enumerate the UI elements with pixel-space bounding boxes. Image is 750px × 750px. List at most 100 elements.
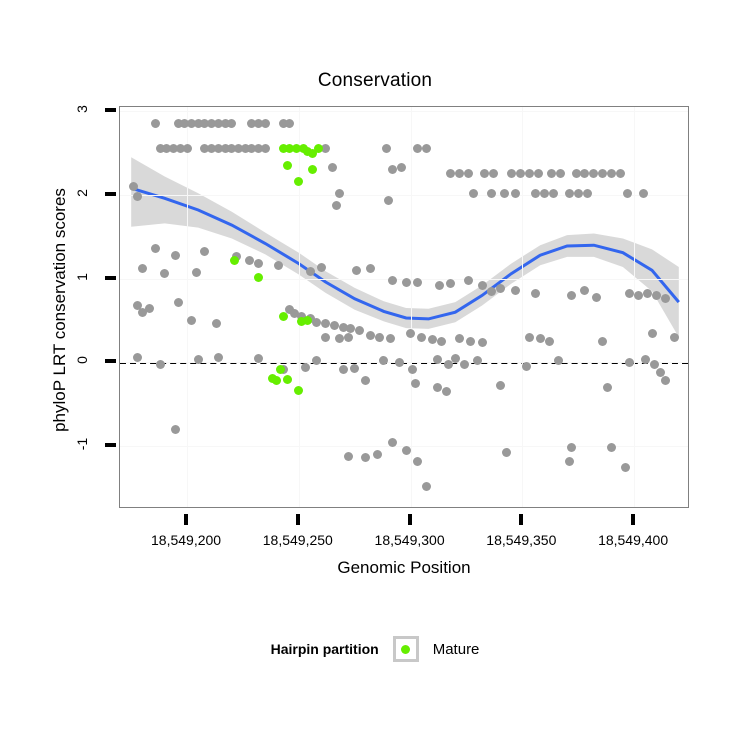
data-point-other <box>622 188 632 198</box>
gridline-horizontal <box>120 111 688 113</box>
data-point-other <box>607 443 617 453</box>
data-point-other <box>200 144 210 154</box>
legend: Hairpin partition Mature <box>0 636 750 662</box>
data-point-other <box>278 119 288 129</box>
data-point-other <box>502 448 512 458</box>
data-point-other <box>321 319 331 329</box>
data-point-other <box>450 353 460 363</box>
data-point-other <box>406 328 416 338</box>
data-point-mature <box>283 161 293 171</box>
data-point-other <box>213 352 223 362</box>
data-point-other <box>220 119 230 129</box>
data-point-other <box>388 438 398 448</box>
data-point-other <box>412 144 422 154</box>
data-point-other <box>339 365 349 375</box>
data-point-other <box>432 355 442 365</box>
data-point-other <box>394 357 404 367</box>
data-point-other <box>128 182 138 192</box>
data-point-other <box>260 119 270 129</box>
data-point-other <box>446 168 456 178</box>
data-point-other <box>247 144 257 154</box>
zero-reference-line <box>120 362 688 365</box>
data-point-other <box>401 278 411 288</box>
data-point-other <box>555 168 565 178</box>
x-tick-label: 18,549,200 <box>151 532 222 548</box>
data-point-other <box>479 168 489 178</box>
data-point-other <box>361 376 371 386</box>
data-point-other <box>220 144 230 154</box>
data-point-other <box>200 247 210 257</box>
data-point-other <box>339 322 349 332</box>
y-axis-title: phyloP LRT conservation scores <box>50 188 69 432</box>
data-point-mature <box>229 255 239 265</box>
gridline-vertical <box>298 107 300 507</box>
gridline-vertical <box>634 107 636 507</box>
data-point-other <box>669 332 679 342</box>
data-point-other <box>187 316 197 326</box>
data-point-other <box>350 363 360 373</box>
gridline-horizontal <box>120 362 688 364</box>
y-tick <box>105 359 116 364</box>
data-point-other <box>515 168 525 178</box>
gridline-horizontal <box>120 194 688 196</box>
data-point-other <box>567 290 577 300</box>
data-point-other <box>144 304 154 314</box>
gridline-vertical <box>522 107 524 507</box>
data-point-other <box>173 119 183 129</box>
x-tick-label: 18,549,350 <box>486 532 557 548</box>
data-point-other <box>254 119 264 129</box>
data-point-other <box>187 119 197 129</box>
data-point-other <box>285 119 295 129</box>
data-point-other <box>544 337 554 346</box>
data-point-other <box>412 277 422 287</box>
x-axis-title: Genomic Position <box>337 558 471 577</box>
data-point-other <box>495 381 505 391</box>
plot-area <box>120 107 688 507</box>
data-point-other <box>137 264 147 274</box>
data-point-other <box>332 201 342 211</box>
data-point-other <box>477 337 487 347</box>
legend-title: Hairpin partition <box>270 641 379 657</box>
data-point-other <box>401 445 411 455</box>
data-point-other <box>289 309 299 319</box>
data-point-other <box>546 168 556 178</box>
plot-panel <box>119 106 689 508</box>
data-point-other <box>522 362 532 372</box>
data-point-other <box>540 188 550 198</box>
data-point-other <box>477 280 487 290</box>
data-point-other <box>468 188 478 198</box>
data-point-other <box>191 268 201 278</box>
data-point-other <box>383 196 393 206</box>
data-point-mature <box>278 144 288 154</box>
data-point-other <box>435 280 445 290</box>
data-point-mature <box>278 311 288 321</box>
data-point-other <box>444 359 454 369</box>
data-point-other <box>651 290 661 300</box>
data-point-other <box>459 360 469 370</box>
data-point-other <box>660 294 670 304</box>
data-point-other <box>421 144 431 154</box>
data-point-other <box>173 298 183 308</box>
data-point-other <box>564 456 574 466</box>
data-point-other <box>417 332 427 342</box>
data-point-mature <box>294 177 304 187</box>
data-point-other <box>634 290 644 300</box>
data-point-other <box>625 289 635 299</box>
data-point-other <box>171 250 181 260</box>
data-point-other <box>647 329 657 339</box>
data-point-mature <box>307 165 317 175</box>
data-point-other <box>137 307 147 317</box>
legend-key-mature[interactable] <box>392 636 419 662</box>
x-tick-label: 18,549,250 <box>262 532 333 548</box>
smooth-trend-line <box>130 186 680 321</box>
data-point-other <box>607 168 617 178</box>
data-point-other <box>410 378 420 388</box>
data-point-other <box>437 337 447 346</box>
data-point-other <box>254 259 264 269</box>
data-point-other <box>553 356 563 366</box>
data-point-other <box>260 144 270 154</box>
data-point-other <box>511 285 521 295</box>
data-point-other <box>233 144 243 154</box>
data-point-other <box>155 360 165 370</box>
data-point-other <box>207 144 217 154</box>
